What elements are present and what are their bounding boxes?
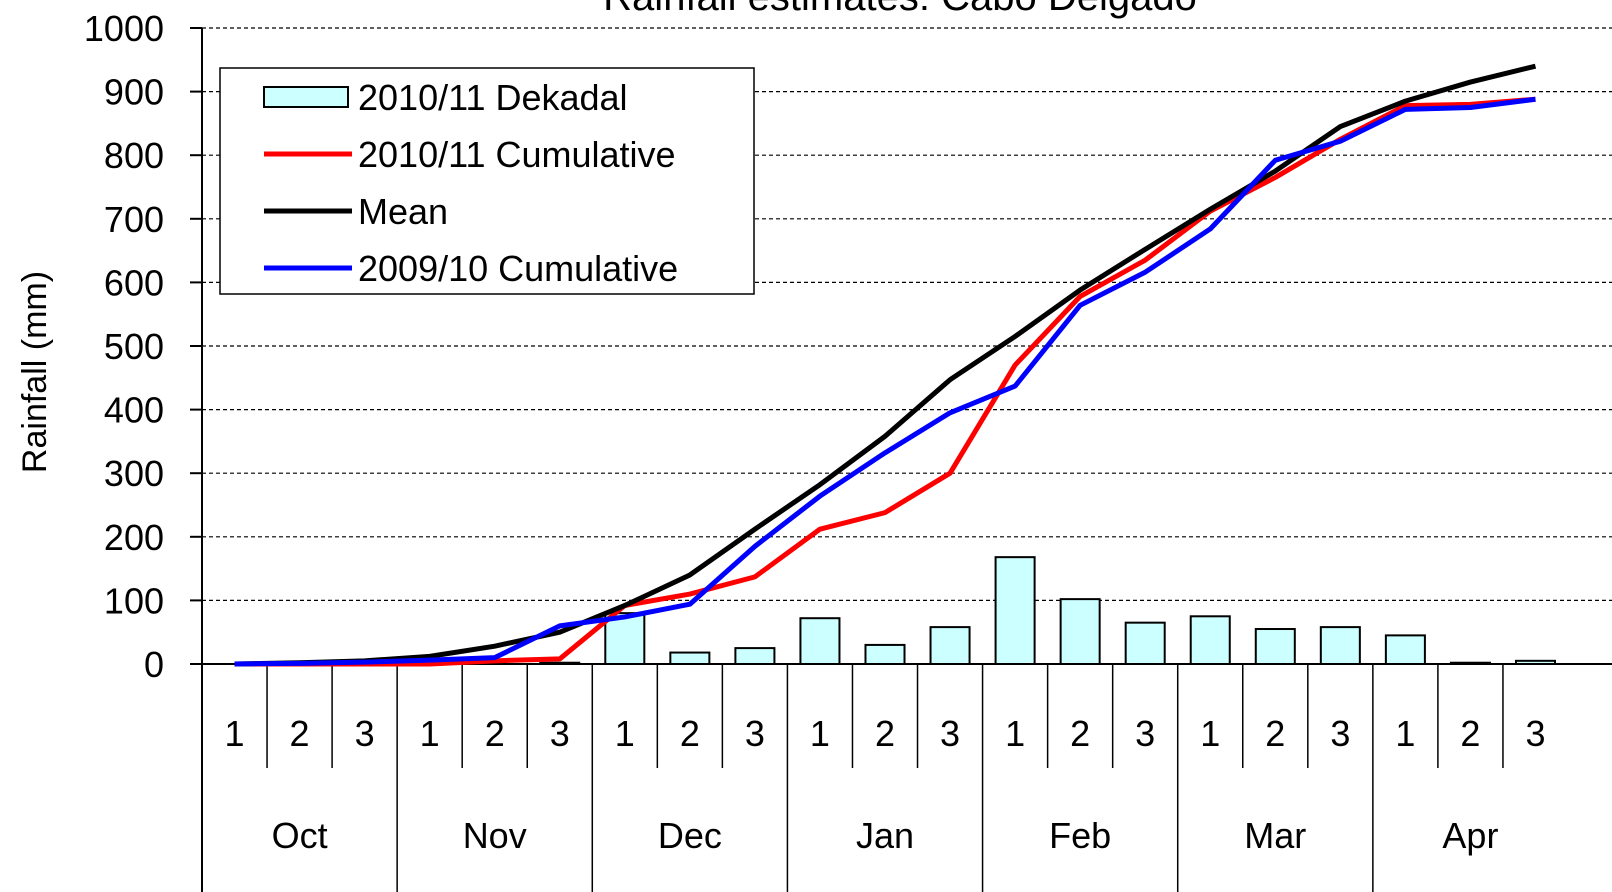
x-tick-label: 1	[810, 713, 830, 754]
bar	[539, 661, 581, 666]
bar	[1384, 634, 1426, 666]
y-tick-label: 1000	[84, 8, 164, 49]
legend-swatch	[263, 86, 349, 108]
x-tick-label: 3	[550, 713, 570, 754]
y-tick-label: 200	[104, 517, 164, 558]
x-tick-label: 1	[1395, 713, 1415, 754]
x-group-label: Oct	[272, 815, 328, 856]
bar	[1254, 628, 1296, 666]
bar	[799, 617, 841, 666]
y-tick-label: 800	[104, 135, 164, 176]
x-tick-label: 3	[1525, 713, 1545, 754]
y-tick-label: 700	[104, 199, 164, 240]
x-tick-label: 1	[420, 713, 440, 754]
bar	[1059, 598, 1101, 665]
x-tick-label: 2	[1265, 713, 1285, 754]
y-tick-label: 900	[104, 72, 164, 113]
x-tick-label: 2	[290, 713, 310, 754]
x-group-label: Jan	[856, 815, 914, 856]
x-tick-label: 2	[680, 713, 700, 754]
bar	[1449, 661, 1491, 666]
legend-label: 2009/10 Cumulative	[358, 248, 678, 289]
x-tick-label: 1	[615, 713, 635, 754]
x-tick-label: 1	[225, 713, 245, 754]
bar	[1319, 626, 1361, 665]
bar	[864, 643, 906, 665]
bar	[929, 626, 971, 665]
x-tick-label: 3	[1135, 713, 1155, 754]
y-tick-label: 500	[104, 326, 164, 367]
y-tick-label: 400	[104, 390, 164, 431]
y-axis-label: Rainfall (mm)	[16, 271, 54, 473]
x-tick-label: 2	[875, 713, 895, 754]
x-tick-label: 2	[485, 713, 505, 754]
x-tick-label: 3	[940, 713, 960, 754]
x-tick-label: 3	[1330, 713, 1350, 754]
line	[234, 96, 1536, 667]
y-tick-label: 0	[144, 644, 164, 685]
bar	[994, 556, 1036, 665]
chart-title: Rainfall estimates: Cabo Delgado	[603, 0, 1197, 19]
x-group-label: Mar	[1244, 815, 1306, 856]
bar	[669, 651, 711, 666]
legend-label: 2010/11 Dekadal	[358, 77, 628, 118]
bar	[1189, 615, 1231, 665]
legend-label: Mean	[358, 191, 448, 232]
x-group-label: Feb	[1049, 815, 1111, 856]
x-tick-label: 2	[1460, 713, 1480, 754]
line	[234, 63, 1537, 667]
line	[234, 96, 1536, 667]
x-tick-label: 1	[1005, 713, 1025, 754]
x-tick-label: 3	[745, 713, 765, 754]
bar	[604, 612, 646, 665]
x-group-label: Apr	[1442, 815, 1498, 856]
x-group-label: Dec	[658, 815, 722, 856]
legend-label: 2010/11 Cumulative	[358, 134, 676, 175]
bar	[1124, 621, 1166, 665]
x-group-label: Nov	[463, 815, 527, 856]
bar	[734, 647, 776, 665]
bar	[1514, 659, 1556, 666]
y-tick-label: 100	[104, 580, 164, 621]
x-tick-label: 3	[355, 713, 375, 754]
y-tick-label: 600	[104, 262, 164, 303]
x-tick-label: 2	[1070, 713, 1090, 754]
y-tick-label: 300	[104, 453, 164, 494]
x-tick-label: 1	[1200, 713, 1220, 754]
